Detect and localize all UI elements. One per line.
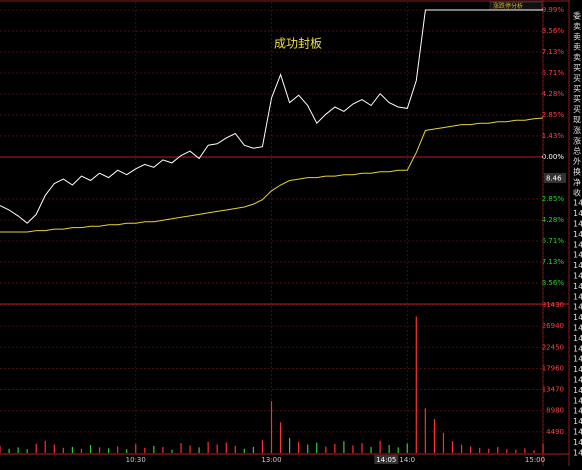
side-label: 14: [573, 417, 582, 426]
side-label: 买: [573, 74, 581, 83]
x-tick-label: 10:30: [126, 456, 146, 464]
side-label: 14: [573, 365, 582, 374]
y-tick-label: 26940: [542, 322, 564, 330]
side-label: 14: [573, 355, 582, 364]
y-tick-label: 8.56%: [542, 27, 565, 35]
y-tick-label: 0.00%: [542, 153, 565, 161]
y-tick-label: 22450: [542, 343, 564, 351]
side-label: 14: [573, 230, 582, 239]
side-label: 14: [573, 292, 582, 301]
side-label: 14: [573, 324, 582, 333]
y-tick-label: 4.28%: [542, 90, 565, 98]
y-tick-label: 5.71%: [542, 69, 565, 77]
y-tick-label: 8980: [546, 407, 564, 415]
side-label: 净: [573, 177, 581, 187]
price-label: 8.46: [546, 175, 562, 183]
side-label: 14: [573, 396, 582, 405]
cursor-box: [374, 455, 399, 464]
side-label: 14: [573, 334, 582, 343]
side-label: 14: [573, 261, 582, 270]
side-label: 买: [573, 64, 581, 73]
side-label: 14: [573, 344, 582, 353]
side-label: 买: [573, 95, 581, 104]
y-tick-label: 31430: [542, 301, 564, 309]
side-label: 14: [573, 220, 582, 229]
y-tick-label: 2.85%: [542, 111, 565, 119]
side-label: 14: [573, 240, 582, 249]
side-label: 卖: [573, 53, 581, 62]
price-box: [544, 173, 566, 183]
side-label: 14: [573, 407, 582, 416]
y-tick-label: 13470: [542, 386, 564, 394]
side-label: 总: [573, 146, 581, 156]
button-label[interactable]: 涨跌停分析: [493, 2, 523, 10]
side-label: 现: [573, 116, 581, 125]
side-label: 14: [573, 272, 582, 281]
side-label: 涨: [573, 125, 581, 135]
y-tick-label: 17960: [542, 364, 564, 372]
y-tick-label: 7.13%: [542, 48, 565, 56]
side-label: 14: [573, 428, 582, 437]
side-label: 买: [573, 84, 581, 93]
y-tick-label: 1.43%: [542, 132, 565, 140]
y-tick-label: 9.99%: [542, 6, 565, 14]
series-line: [0, 117, 544, 233]
annotation: 成功封板: [274, 37, 322, 51]
side-label: 14: [573, 282, 582, 291]
side-label: 14: [573, 313, 582, 322]
side-label: 买: [573, 105, 581, 114]
side-label: 委: [573, 11, 581, 21]
y-tick-label: 5.71%: [542, 237, 565, 245]
side-label: 收: [573, 187, 581, 197]
side-label: 涨: [573, 135, 581, 145]
side-label: 14: [573, 438, 582, 447]
series-line: [0, 9, 543, 224]
side-label: 卖: [573, 43, 581, 52]
y-tick-label: 7.13%: [542, 258, 565, 266]
x-tick-label: 15:00: [525, 456, 545, 464]
y-tick-label: 4.28%: [542, 216, 565, 224]
x-tick-label: 13:00: [261, 456, 281, 464]
cursor-time: 14:05: [376, 456, 396, 464]
side-label: 换: [573, 167, 581, 177]
y-tick-label: 8.56%: [542, 279, 565, 287]
side-label: 14: [573, 376, 582, 385]
side-label: 卖: [573, 32, 581, 41]
x-tick-label: 14:0: [399, 456, 415, 464]
side-label: 14: [573, 251, 582, 260]
side-label: 卖: [573, 22, 581, 31]
y-tick-label: 2.85%: [542, 195, 565, 203]
side-label: 14: [573, 386, 582, 395]
side-label: 14: [573, 199, 582, 208]
side-label: 14: [573, 209, 582, 218]
side-label: 外: [573, 156, 581, 166]
y-tick-label: 4490: [546, 428, 564, 436]
side-label: 14: [573, 303, 582, 312]
side-label: 14: [573, 448, 582, 457]
